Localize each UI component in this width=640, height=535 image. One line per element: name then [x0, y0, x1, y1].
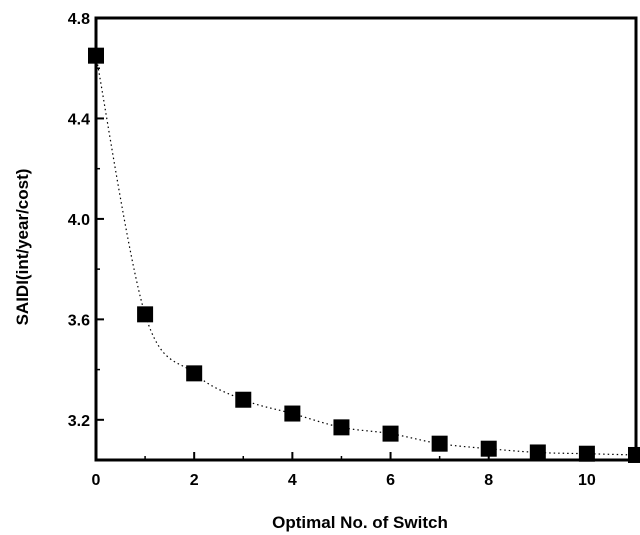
data-point	[529, 444, 546, 461]
x-tick-label: 6	[386, 472, 395, 489]
x-tick-label: 10	[578, 472, 596, 489]
x-tick-label: 0	[92, 472, 101, 489]
x-tick-label: 8	[484, 472, 493, 489]
data-point	[284, 405, 301, 422]
y-tick-label: 4.8	[68, 11, 90, 28]
series-line	[95, 55, 637, 456]
x-axis-title: Optimal No. of Switch	[272, 513, 448, 532]
y-axis: 3.2 3.6 4.0 4.4 4.8	[68, 11, 104, 430]
plot-border	[94, 16, 638, 462]
y-tick-label: 4.4	[68, 111, 90, 128]
data-point	[186, 365, 203, 382]
data-point	[628, 446, 640, 463]
y-tick-label: 3.2	[68, 413, 90, 430]
plot-area	[94, 16, 638, 462]
data-point	[137, 306, 154, 323]
data-point	[480, 440, 497, 457]
y-tick-label: 4.0	[68, 212, 90, 229]
y-tick-label: 3.6	[68, 312, 90, 329]
data-point	[382, 425, 399, 442]
x-tick-label: 2	[190, 472, 199, 489]
data-point	[578, 445, 595, 462]
data-point	[431, 435, 448, 452]
data-point	[235, 391, 252, 408]
x-tick-label: 4	[288, 472, 297, 489]
data-point	[333, 419, 350, 436]
data-point	[88, 47, 104, 64]
series-layer	[88, 47, 640, 463]
x-axis: 0 2 4 6 8 10	[92, 452, 596, 489]
y-axis-title: SAIDI(int/year/cost)	[13, 169, 32, 326]
